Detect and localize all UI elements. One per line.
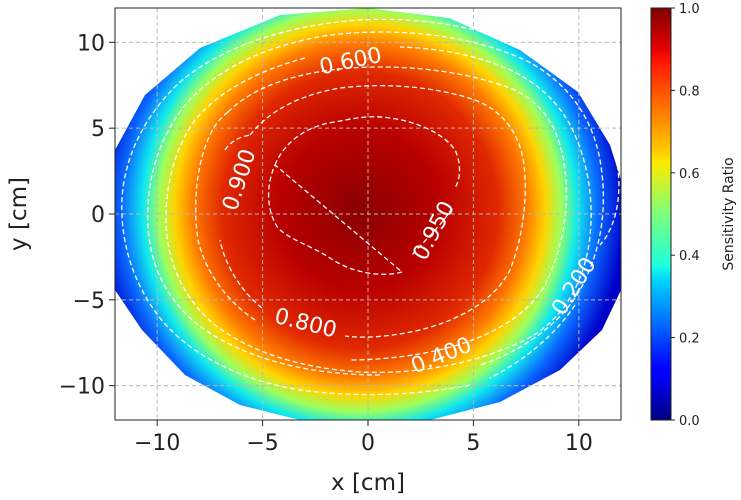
y-axis-label: y [cm] [6, 177, 32, 251]
y-tick-label: 0 [91, 203, 105, 228]
grid [115, 8, 621, 420]
y-tick-label: 5 [91, 117, 105, 142]
y-tick-label: −5 [73, 289, 105, 314]
contour-lines [121, 18, 620, 396]
x-tick-label: 10 [565, 431, 593, 456]
x-axis-ticks: −10 −5 0 5 10 [134, 420, 593, 456]
contour-0200 [121, 18, 620, 396]
x-tick-label: −10 [134, 431, 180, 456]
x-tick-label: 5 [466, 431, 480, 456]
contour-0400 [147, 31, 604, 376]
colorbar-tick-label: 0.6 [679, 167, 700, 182]
contour-0800 [194, 66, 568, 361]
contour-0600 [165, 46, 592, 374]
x-axis-label: x [cm] [331, 470, 405, 496]
colorbar-tick-label: 0.4 [679, 249, 700, 264]
x-tick-label: −5 [246, 431, 278, 456]
colorbar-tick-label: 0.2 [679, 332, 700, 347]
contour-0950 [267, 116, 461, 275]
y-axis-ticks: −10 −5 0 5 10 [59, 31, 115, 400]
y-tick-label: 10 [77, 31, 105, 56]
colorbar [650, 7, 672, 421]
colorbar-tick-label: 0.0 [679, 414, 700, 429]
x-tick-label: 0 [361, 431, 375, 456]
y-tick-label: −10 [59, 375, 105, 400]
colorbar-tick-label: 0.8 [679, 84, 700, 99]
colorbar-label: Sensitivity Ratio [721, 157, 737, 270]
colorbar-tick-label: 1.0 [679, 2, 700, 17]
contour-0900 [219, 85, 526, 338]
colorbar-ticks: 0.0 0.2 0.4 0.6 0.8 1.0 [671, 2, 700, 429]
